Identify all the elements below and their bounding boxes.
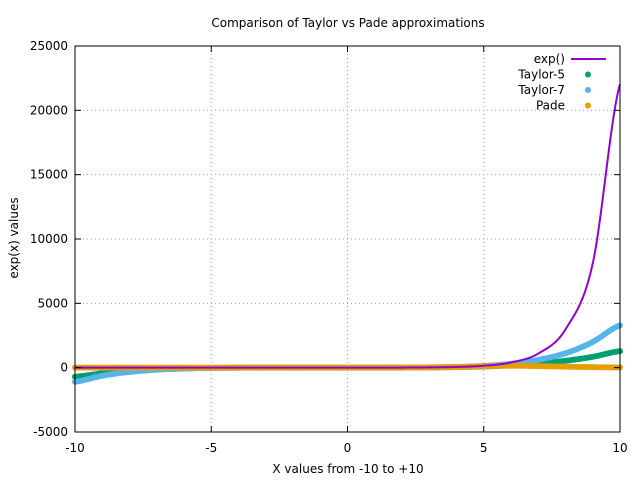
x-axis-label: X values from -10 to +10 (272, 462, 423, 476)
legend-label: Taylor-7 (517, 83, 565, 97)
legend-point-swatch (585, 87, 591, 93)
chart-title: Comparison of Taylor vs Pade approximati… (211, 16, 484, 30)
y-tick-label: 25000 (30, 39, 68, 53)
x-tick-label: 5 (480, 441, 488, 455)
x-tick-label: 0 (344, 441, 352, 455)
legend-item: Pade (536, 99, 591, 113)
axis-ticks: -10 -5 0 5 10 -5000 0 5000 10000 15000 20000 25000 (30, 39, 628, 455)
x-tick-label: -5 (205, 441, 217, 455)
y-tick-label: 5000 (37, 296, 68, 310)
legend-label: Pade (536, 99, 565, 113)
x-tick-label: 10 (612, 441, 627, 455)
y-tick-label: 20000 (30, 103, 68, 117)
y-tick-label: 10000 (30, 232, 68, 246)
y-tick-label: 15000 (30, 168, 68, 182)
legend-item: Taylor-5 (517, 68, 591, 82)
legend-label: exp() (534, 52, 565, 66)
y-tick-label: 0 (60, 361, 68, 375)
x-tick-label: -10 (65, 441, 85, 455)
legend-point-swatch (585, 102, 591, 109)
series-exp-line (75, 84, 621, 369)
legend-item: exp() (534, 52, 606, 66)
legend-label: Taylor-5 (517, 68, 565, 82)
y-tick-label: -5000 (33, 425, 68, 439)
legend-item: Taylor-7 (517, 83, 591, 97)
plot-data (72, 84, 623, 385)
legend-point-swatch (585, 71, 591, 78)
y-axis-label: exp(x) values (7, 197, 21, 278)
